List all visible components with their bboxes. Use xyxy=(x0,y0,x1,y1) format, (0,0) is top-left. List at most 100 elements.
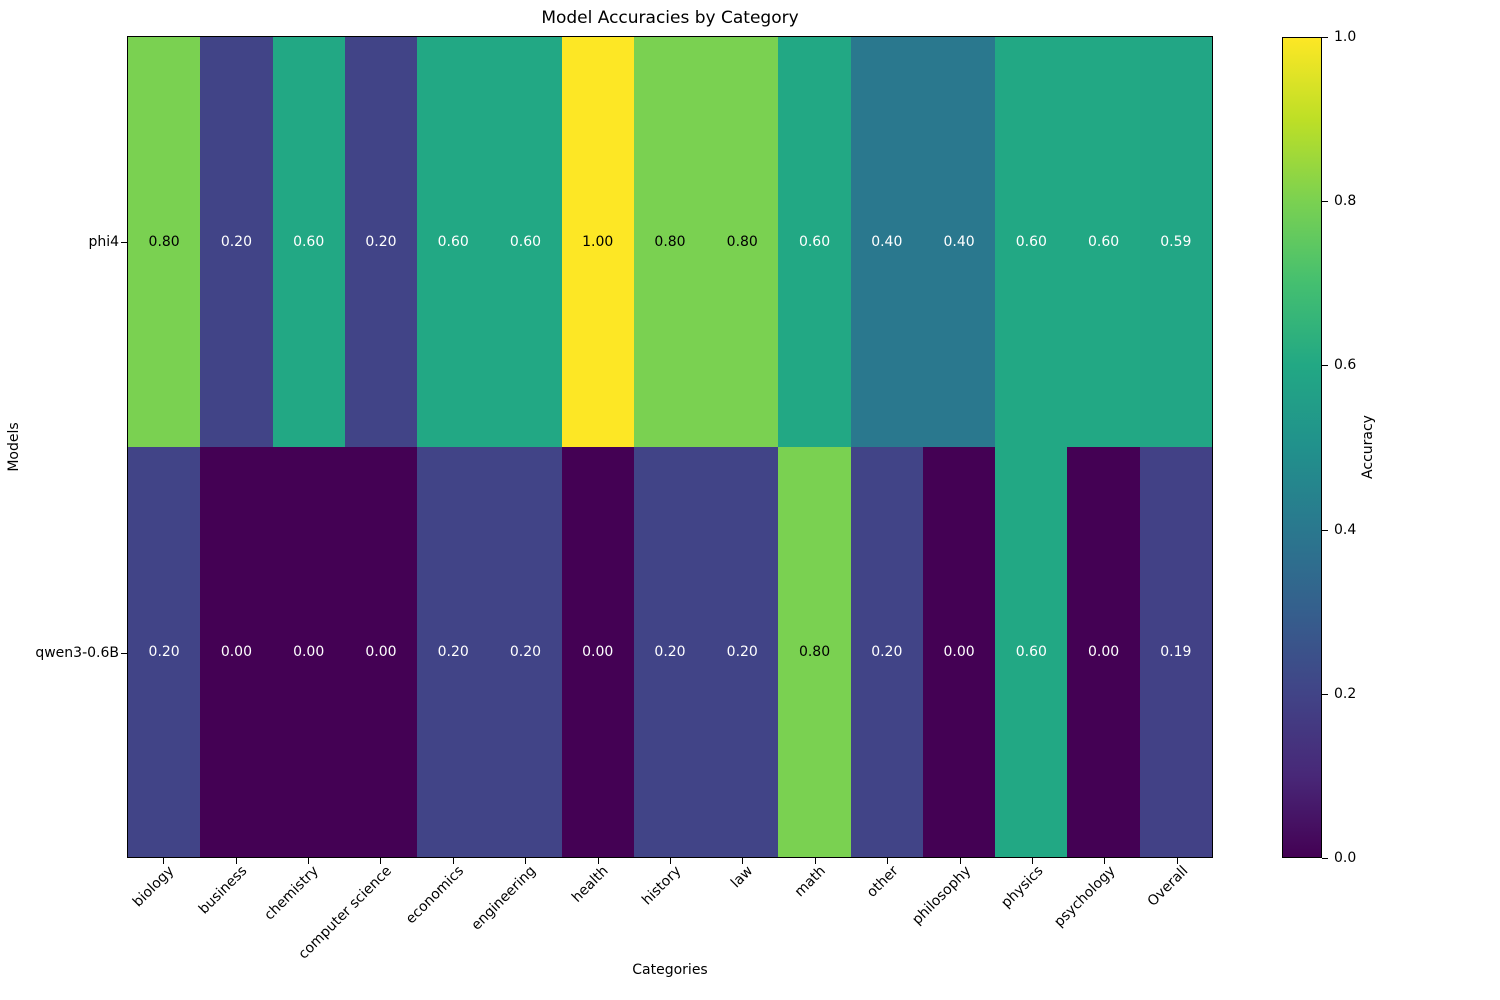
x-tick-mark xyxy=(597,858,599,864)
y-tick-mark xyxy=(121,652,127,654)
plot-area: 0.80 0.20 0.60 0.20 0.60 0.60 1.00 0.80 0.80 0.60… xyxy=(127,36,1213,858)
x-tick-label: chemistry xyxy=(261,863,323,924)
heatmap-cell: 0.20 xyxy=(489,447,562,857)
x-tick-mark xyxy=(235,858,237,864)
x-tick-mark xyxy=(742,858,744,864)
x-tick-label: business xyxy=(195,863,250,918)
heatmap-cell: 0.80 xyxy=(128,37,201,447)
cell-value-label: 0.20 xyxy=(220,234,252,250)
colorbar-tick-label: 0.0 xyxy=(1334,850,1357,866)
heatmap-cell: 0.60 xyxy=(995,447,1068,857)
x-tick-mark xyxy=(163,858,165,864)
heatmap-cell: 0.40 xyxy=(922,37,996,447)
colorbar-tick-mark xyxy=(1322,858,1328,859)
cell-value-label: 0.20 xyxy=(726,644,758,660)
colorbar-label: Accuracy xyxy=(1360,415,1376,479)
cell-value-label: 0.20 xyxy=(148,644,180,660)
cell-value-label: 0.60 xyxy=(293,234,325,250)
cell-value-label: 0.00 xyxy=(365,644,397,660)
heatmap-cell: 0.40 xyxy=(850,37,923,447)
cell-value-label: 0.60 xyxy=(1015,644,1047,660)
x-tick-label: history xyxy=(638,863,685,909)
x-tick-mark xyxy=(1032,858,1033,864)
x-tick-label: economics xyxy=(402,863,468,928)
colorbar-tick-label: 0.6 xyxy=(1334,357,1357,374)
x-tick-mark xyxy=(1176,858,1178,864)
cell-value-label: 0.00 xyxy=(1088,644,1120,660)
y-axis-label: Models xyxy=(6,422,22,472)
cell-value-label: 0.80 xyxy=(726,234,758,250)
x-tick-label: physics xyxy=(998,863,1047,912)
x-tick-mark xyxy=(670,858,671,864)
cell-value-label: 0.20 xyxy=(365,234,397,250)
x-tick-mark xyxy=(452,858,454,864)
colorbar-tick-mark xyxy=(1322,201,1328,203)
x-tick-label: law xyxy=(728,863,757,892)
cell-value-label: 0.60 xyxy=(798,234,831,250)
colorbar-tick-mark xyxy=(1322,693,1328,695)
cell-value-label: 0.60 xyxy=(1015,234,1047,250)
heatmap-cell: 0.20 xyxy=(344,37,418,447)
cell-value-label: 0.19 xyxy=(1160,644,1192,660)
x-tick-mark xyxy=(959,858,961,864)
heatmap-cell: 0.60 xyxy=(417,37,490,447)
colorbar-tick-label: 0.2 xyxy=(1334,685,1357,702)
heatmap-cell: 0.60 xyxy=(995,37,1068,447)
colorbar-tick-label: 0.8 xyxy=(1334,193,1357,210)
cell-value-label: 0.20 xyxy=(871,644,903,660)
chart-title: Model Accuracies by Category xyxy=(541,8,799,28)
cell-value-label: 0.80 xyxy=(148,234,180,250)
heatmap-grid: 0.80 0.20 0.60 0.20 0.60 0.60 1.00 0.80 0.80 0.60… xyxy=(128,37,1212,857)
heatmap-cell: 0.20 xyxy=(706,447,779,857)
x-tick-mark xyxy=(308,858,309,864)
colorbar-tick-mark xyxy=(1322,37,1328,38)
x-axis-label: Categories xyxy=(632,962,708,978)
x-tick-label: psychology xyxy=(1051,863,1119,931)
heatmap-cell: 0.20 xyxy=(200,37,273,447)
heatmap-cell: 0.80 xyxy=(778,447,851,857)
colorbar-gradient xyxy=(1283,38,1321,857)
x-tick-mark xyxy=(1104,858,1106,864)
cell-value-label: 0.80 xyxy=(798,644,831,660)
cell-value-label: 0.40 xyxy=(943,234,975,250)
x-tick-label: Overall xyxy=(1144,863,1192,910)
x-tick-mark xyxy=(814,858,816,864)
heatmap-cell: 0.00 xyxy=(200,447,273,857)
heatmap-cell: 0.20 xyxy=(417,447,490,857)
heatmap-cell: 0.60 xyxy=(489,37,562,447)
cell-value-label: 0.60 xyxy=(1088,234,1120,250)
x-tick-label: math xyxy=(791,863,830,901)
cell-value-label: 0.00 xyxy=(220,644,252,660)
cell-value-label: 0.60 xyxy=(437,234,469,250)
heatmap-cell: 0.19 xyxy=(1139,447,1212,857)
x-tick-mark xyxy=(887,858,889,864)
colorbar-tick-label: 1.0 xyxy=(1334,29,1357,45)
heatmap-cell: 0.80 xyxy=(633,37,707,447)
cell-value-label: 0.59 xyxy=(1160,234,1192,250)
x-tick-label: other xyxy=(863,863,902,901)
heatmap-cell: 0.00 xyxy=(561,447,634,857)
cell-value-label: 0.00 xyxy=(582,644,614,660)
heatmap-cell: 0.80 xyxy=(706,37,779,447)
cell-value-label: 0.00 xyxy=(293,644,325,660)
x-tick-label: health xyxy=(569,863,612,906)
cell-value-label: 0.80 xyxy=(654,234,686,250)
x-tick-mark xyxy=(380,858,382,864)
cell-value-label: 0.20 xyxy=(654,644,686,660)
heatmap-cell: 0.60 xyxy=(778,37,851,447)
x-tick-label: philosophy xyxy=(908,863,974,929)
colorbar-tick-mark xyxy=(1322,365,1328,367)
cell-value-label: 0.20 xyxy=(509,644,542,660)
heatmap-cell: 0.00 xyxy=(1067,447,1140,857)
cell-value-label: 1.00 xyxy=(582,234,614,250)
heatmap-cell: 0.60 xyxy=(1067,37,1140,447)
heatmap-cell: 0.20 xyxy=(128,447,201,857)
y-tick-label: phi4 xyxy=(88,233,119,250)
y-tick-label: qwen3-0.6B xyxy=(35,644,119,661)
colorbar-tick-label: 0.4 xyxy=(1334,521,1357,538)
heatmap-cell: 0.60 xyxy=(272,37,345,447)
heatmap-cell: 0.20 xyxy=(850,447,923,857)
cell-value-label: 0.40 xyxy=(871,234,903,250)
heatmap-cell: 0.00 xyxy=(922,447,996,857)
